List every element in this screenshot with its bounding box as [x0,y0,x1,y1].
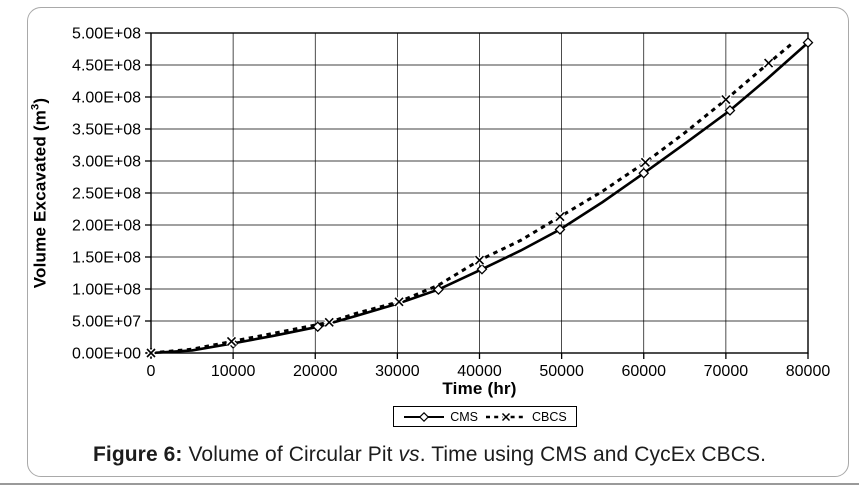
y-axis-title: Volume Excavated (m3) [30,98,51,288]
figure-caption-number: Figure 6: [92,443,183,466]
x-tick-label: 50000 [539,363,584,380]
cms-diamond-marker [802,37,814,49]
cbcs-x-marker [555,212,565,222]
cms-diamond-marker [312,321,324,333]
y-tick-label: 5.00E+08 [72,26,141,43]
figure-caption-vs: vs [398,443,420,466]
page-divider-line [0,483,859,485]
legend-label-cbcs: CBCS [532,409,567,424]
x-axis-title: Time (hr) [442,379,517,398]
x-tick-label: 40000 [457,363,502,380]
x-tick-label: 80000 [786,363,831,380]
y-tick-label: 2.00E+08 [72,218,141,235]
cms-line-sample-icon [404,411,445,422]
y-axis-title-superscript: 3 [29,103,42,110]
y-tick-label: 3.50E+08 [72,122,141,139]
cbcs-x-marker [764,58,774,68]
figure-caption-tail: . Time using CMS and CycEx CBCS. [419,443,767,466]
figure-caption: Figure 6: Volume of Circular Pit vs. Tim… [0,443,859,467]
cbcs-series-line [150,42,793,355]
x-tick-label: 70000 [704,363,749,380]
y-tick-label: 3.00E+08 [72,154,141,171]
cbcs-x-marker [394,297,404,307]
cbcs-line-sample-icon [486,411,527,422]
y-axis-title-close: ) [30,97,50,104]
cms-diamond-marker [724,105,736,116]
cms-diamond-marker [554,224,566,235]
y-tick-label: 4.00E+08 [72,90,141,107]
legend-item-cbcs: CBCS [485,410,567,424]
cms-diamond-marker [476,263,488,275]
cbcs-x-marker [146,348,156,358]
x-tick-label: 20000 [293,363,338,380]
y-tick-label: 0.00E+00 [72,346,141,363]
figure-caption-text: Volume of Circular Pit [188,443,393,466]
y-tick-label: 1.00E+08 [72,282,141,299]
legend: CMS CBCS [393,406,577,427]
cbcs-x-marker [324,317,334,327]
y-tick-label: 2.50E+08 [72,186,141,203]
cms-diamond-marker [638,167,650,179]
cbcs-x-marker [226,336,237,347]
legend-item-cms: CMS [403,410,478,424]
cbcs-x-marker [474,255,485,265]
y-tick-label: 5.00E+07 [72,314,141,331]
x-tick-label: 30000 [375,363,420,380]
excavation-volume-chart: 0.00E+00 5.00E+07 1.00E+08 1.50E+08 2.00E+08… [72,26,831,381]
figure-card [27,7,849,477]
x-tick-label: 10000 [211,363,256,380]
cbcs-x-marker [721,94,731,105]
legend-label-cms: CMS [450,409,479,424]
y-tick-label: 4.50E+08 [72,58,141,75]
x-tick-label: 0 [147,363,156,380]
cbcs-x-marker [640,157,650,167]
y-tick-label: 1.50E+08 [72,250,141,267]
y-axis-title-text: Volume Excavated (m [30,109,50,289]
x-tick-label: 60000 [622,363,667,380]
cms-diamond-marker [433,284,444,296]
